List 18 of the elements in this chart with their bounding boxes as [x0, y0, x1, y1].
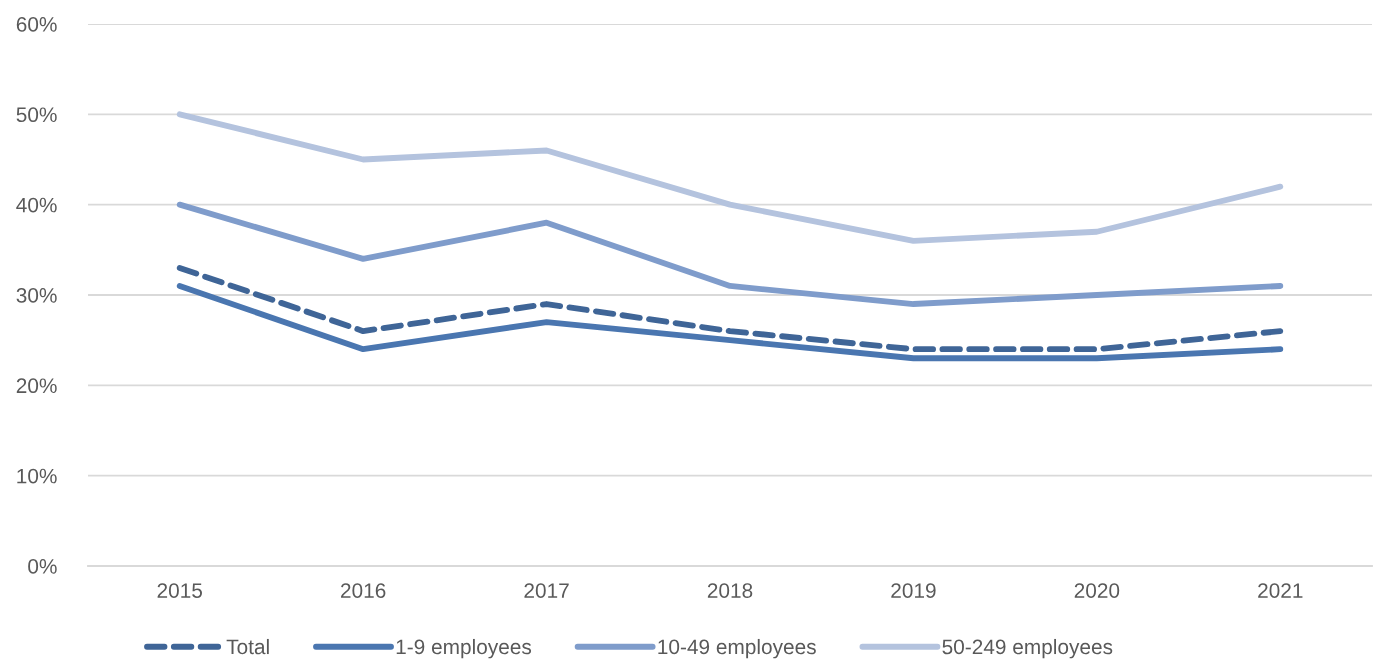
legend-label: 50-249 employees [942, 638, 1113, 659]
legend-label: 10-49 employees [658, 638, 816, 659]
y-tick-label: 50% [16, 107, 57, 123]
y-tick-label: 0% [28, 559, 57, 574]
y-tick-label: 10% [17, 468, 57, 484]
y-tick-label: 60% [16, 17, 57, 32]
y-tick-label: 20% [16, 378, 57, 394]
x-tick-label: 2015 [157, 583, 203, 598]
y-tick-label: 30% [16, 288, 57, 303]
x-tick-label: 2017 [524, 583, 569, 598]
x-tick-label: 2020 [1074, 583, 1120, 598]
x-tick-label: 2018 [707, 583, 753, 598]
y-tick-label: 40% [16, 197, 57, 213]
x-tick-label: 2019 [891, 583, 936, 598]
legend-label: 1-9 employees [396, 638, 532, 659]
x-tick-label: 2016 [341, 583, 386, 598]
legend-label: Total [226, 638, 269, 655]
x-tick-label: 2021 [1258, 583, 1303, 598]
